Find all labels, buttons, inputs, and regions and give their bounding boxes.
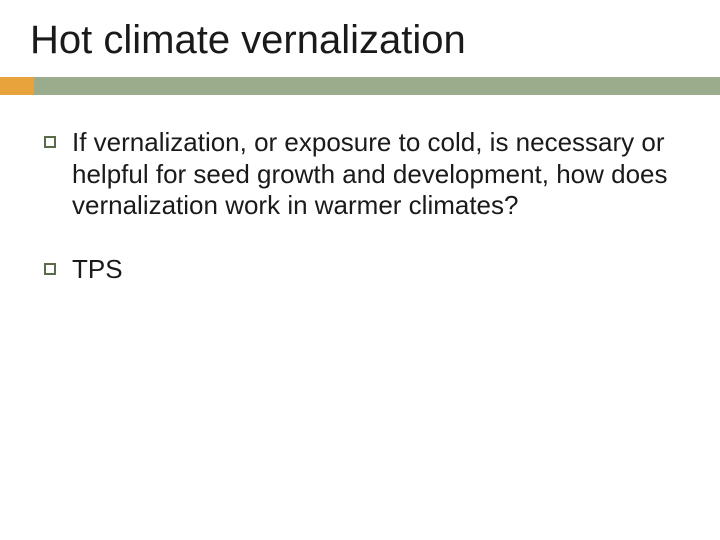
accent-green-block — [34, 77, 720, 95]
bullet-square-icon — [44, 263, 56, 275]
bullet-text: If vernalization, or exposure to cold, i… — [72, 127, 690, 222]
bullet-text: TPS — [72, 254, 123, 286]
slide-body: If vernalization, or exposure to cold, i… — [30, 127, 690, 286]
bullet-square-icon — [44, 136, 56, 148]
accent-bar — [0, 77, 720, 95]
list-item: TPS — [44, 254, 690, 286]
accent-orange-block — [0, 77, 34, 95]
slide-container: Hot climate vernalization If vernalizati… — [0, 0, 720, 540]
slide-title: Hot climate vernalization — [30, 18, 690, 63]
list-item: If vernalization, or exposure to cold, i… — [44, 127, 690, 222]
